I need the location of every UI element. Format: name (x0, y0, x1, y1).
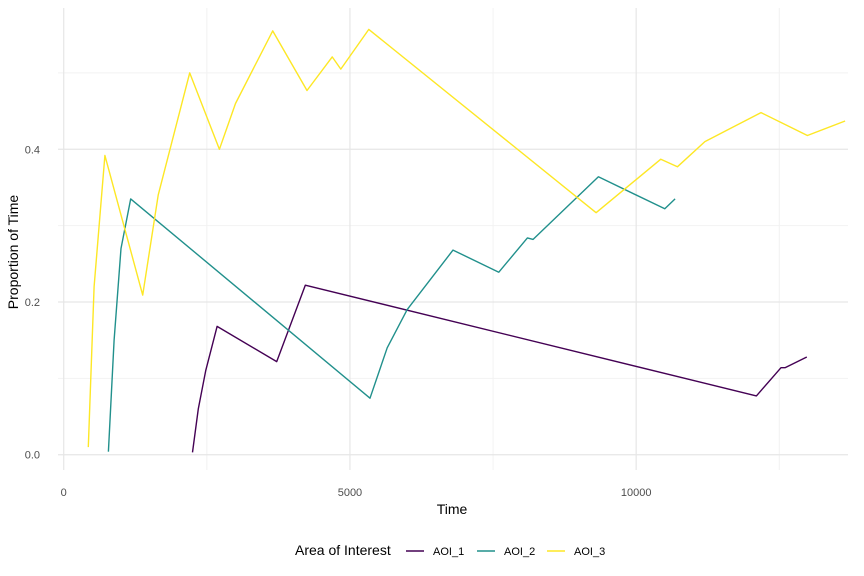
legend-title: Area of Interest (295, 542, 391, 558)
series-line-aoi-3 (87, 28, 846, 448)
legend-item-aoi-2: AOI_2 (477, 546, 535, 558)
grid-major (58, 8, 848, 470)
legend-label-aoi-2: AOI_2 (504, 546, 535, 558)
legend-label-aoi-1: AOI_1 (433, 546, 464, 558)
grid-minor (58, 8, 848, 470)
legend-item-aoi-1: AOI_1 (406, 546, 464, 558)
x-tick-label: 5000 (338, 487, 362, 499)
legend-item-aoi-3: AOI_3 (547, 546, 605, 558)
series-line-aoi-1 (191, 284, 808, 453)
y-axis-title: Proportion of Time (5, 195, 21, 310)
y-tick-label: 0.0 (25, 450, 40, 462)
y-tick-label: 0.2 (25, 297, 40, 309)
legend: Area of Interest AOI_1 AOI_2 AOI_3 (295, 542, 605, 558)
series-lines (87, 28, 846, 453)
x-axis-ticks: 0 5000 10000 (61, 487, 652, 499)
y-axis-ticks: 0.0 0.2 0.4 (25, 144, 40, 461)
series-line-aoi-2 (107, 176, 676, 452)
x-tick-label: 0 (61, 487, 67, 499)
legend-label-aoi-3: AOI_3 (574, 546, 605, 558)
x-axis-title: Time (437, 501, 468, 517)
x-tick-label: 10000 (621, 487, 652, 499)
y-tick-label: 0.4 (25, 144, 40, 156)
